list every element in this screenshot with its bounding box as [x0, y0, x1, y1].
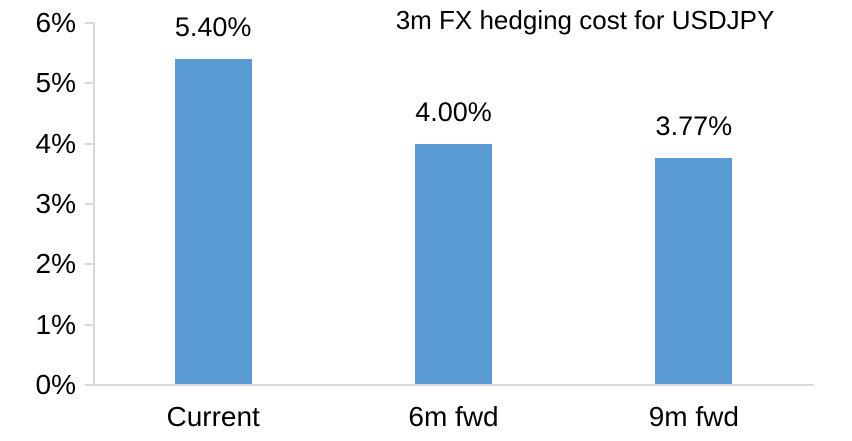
y-axis-line	[93, 22, 95, 386]
bar-value-label: 5.40%	[174, 12, 252, 43]
y-tick-label: 1%	[35, 308, 76, 340]
y-tick-mark	[85, 22, 93, 24]
chart-title: 3m FX hedging cost for USDJPY	[395, 5, 775, 35]
y-tick-mark	[85, 203, 93, 205]
y-tick-mark	[85, 142, 93, 145]
y-tick-label: 3%	[35, 188, 76, 219]
y-tick-label: 6%	[35, 7, 76, 38]
y-tick-label: 4%	[35, 127, 76, 159]
bar	[415, 143, 492, 385]
y-tick-mark	[85, 263, 93, 266]
y-tick-label: 5%	[35, 67, 76, 99]
category-label: Current	[166, 401, 260, 432]
y-tick-label: 0%	[35, 369, 76, 400]
category-label: 9m fwd	[648, 401, 739, 432]
category-label: 6m fwd	[408, 401, 499, 432]
bar	[174, 59, 252, 385]
bar-value-label: 4.00%	[415, 96, 492, 127]
bar	[655, 157, 733, 385]
bar-value-label: 3.77%	[655, 110, 733, 141]
x-axis-line	[85, 384, 814, 386]
y-tick-label: 2%	[35, 248, 76, 280]
y-tick-mark	[85, 82, 93, 85]
y-tick-mark	[85, 323, 93, 326]
